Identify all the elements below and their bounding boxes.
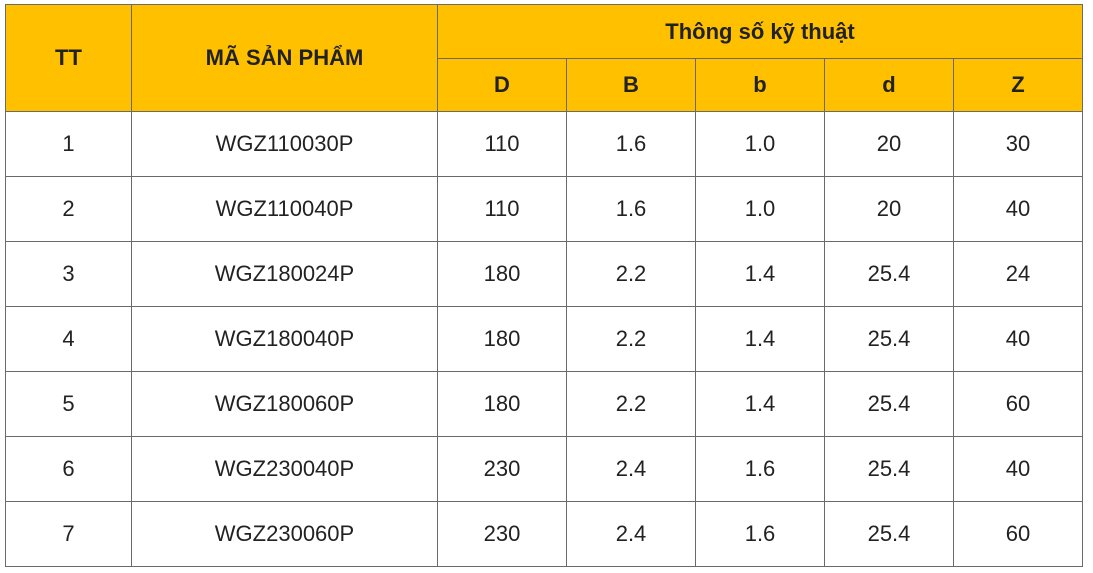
cell-tt: 1 xyxy=(5,111,132,177)
cell-b: 1.4 xyxy=(695,306,825,372)
cell-D: 110 xyxy=(437,176,567,242)
table-row: 5 WGZ180060P 180 2.2 1.4 25.4 60 xyxy=(5,371,1084,437)
cell-b: 1.4 xyxy=(695,241,825,307)
cell-b: 1.6 xyxy=(695,436,825,502)
cell-B: 2.2 xyxy=(566,306,696,372)
cell-tt: 7 xyxy=(5,501,132,567)
cell-D: 180 xyxy=(437,241,567,307)
cell-tt: 2 xyxy=(5,176,132,242)
cell-code: WGZ230060P xyxy=(131,501,438,567)
cell-B: 2.2 xyxy=(566,371,696,437)
cell-b: 1.4 xyxy=(695,371,825,437)
cell-Z: 24 xyxy=(952,241,1084,307)
cell-d: 20 xyxy=(824,176,954,242)
cell-D: 230 xyxy=(437,501,567,567)
cell-d: 25.4 xyxy=(824,371,954,437)
header-spec-group: Thông số kỹ thuật xyxy=(436,4,1084,59)
table-row: 7 WGZ230060P 230 2.4 1.6 25.4 60 xyxy=(5,501,1084,567)
cell-D: 110 xyxy=(437,111,567,177)
table-row: 2 WGZ110040P 110 1.6 1.0 20 40 xyxy=(5,176,1084,242)
cell-tt: 4 xyxy=(5,306,132,372)
cell-b: 1.0 xyxy=(695,111,825,177)
cell-code: WGZ110030P xyxy=(131,111,438,177)
table-row: 6 WGZ230040P 230 2.4 1.6 25.4 40 xyxy=(5,436,1084,502)
cell-code: WGZ230040P xyxy=(131,436,438,502)
header-col-B: B xyxy=(566,58,696,112)
header-col-Z: Z xyxy=(952,58,1084,112)
cell-B: 1.6 xyxy=(566,111,696,177)
cell-Z: 40 xyxy=(952,176,1084,242)
cell-d: 25.4 xyxy=(824,436,954,502)
cell-code: WGZ110040P xyxy=(131,176,438,242)
header-col-D: D xyxy=(437,58,567,112)
header-col-b: b xyxy=(695,58,825,112)
table-row: 1 WGZ110030P 110 1.6 1.0 20 30 xyxy=(5,111,1084,177)
header-product-code: MÃ SẢN PHẨM xyxy=(131,4,438,112)
cell-Z: 40 xyxy=(952,306,1084,372)
cell-b: 1.6 xyxy=(695,501,825,567)
cell-tt: 5 xyxy=(5,371,132,437)
cell-tt: 6 xyxy=(5,436,132,502)
cell-Z: 30 xyxy=(952,111,1084,177)
cell-Z: 60 xyxy=(952,501,1084,567)
cell-code: WGZ180040P xyxy=(131,306,438,372)
cell-code: WGZ180024P xyxy=(131,241,438,307)
cell-b: 1.0 xyxy=(695,176,825,242)
table-body: 1 WGZ110030P 110 1.6 1.0 20 30 2 WGZ1100… xyxy=(5,111,1084,567)
cell-D: 230 xyxy=(437,436,567,502)
header-col-d: d xyxy=(824,58,954,112)
cell-B: 2.4 xyxy=(566,501,696,567)
header-row-top: TT MÃ SẢN PHẨM Thông số kỹ thuật xyxy=(5,4,1084,112)
cell-d: 25.4 xyxy=(824,501,954,567)
cell-d: 20 xyxy=(824,111,954,177)
table-header: TT MÃ SẢN PHẨM Thông số kỹ thuật D B b d… xyxy=(5,4,1084,112)
table-row: 3 WGZ180024P 180 2.2 1.4 25.4 24 xyxy=(5,241,1084,307)
cell-D: 180 xyxy=(437,371,567,437)
spec-table: TT MÃ SẢN PHẨM Thông số kỹ thuật D B b d… xyxy=(5,4,1084,567)
table-row: 4 WGZ180040P 180 2.2 1.4 25.4 40 xyxy=(5,306,1084,372)
cell-code: WGZ180060P xyxy=(131,371,438,437)
cell-D: 180 xyxy=(437,306,567,372)
cell-B: 2.4 xyxy=(566,436,696,502)
cell-B: 2.2 xyxy=(566,241,696,307)
header-tt: TT xyxy=(5,4,132,112)
header-row-spec-columns: D B b d Z xyxy=(6,58,1084,112)
cell-B: 1.6 xyxy=(566,176,696,242)
cell-d: 25.4 xyxy=(824,306,954,372)
cell-d: 25.4 xyxy=(824,241,954,307)
cell-tt: 3 xyxy=(5,241,132,307)
cell-Z: 40 xyxy=(952,436,1084,502)
cell-Z: 60 xyxy=(952,371,1084,437)
